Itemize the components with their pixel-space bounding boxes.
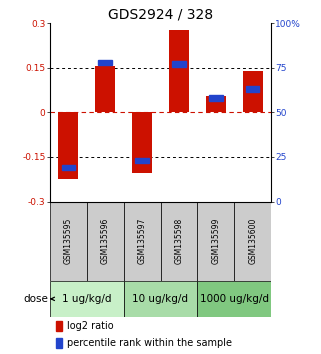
- Bar: [50, 202, 87, 281]
- Bar: [234, 202, 271, 281]
- Bar: [62, 165, 75, 170]
- Bar: [209, 95, 222, 101]
- Text: GSM135600: GSM135600: [248, 218, 257, 264]
- Bar: [197, 202, 234, 281]
- Text: percentile rank within the sample: percentile rank within the sample: [67, 338, 232, 348]
- Text: 10 ug/kg/d: 10 ug/kg/d: [133, 294, 188, 304]
- Text: dose: dose: [23, 294, 48, 304]
- Text: GSM135599: GSM135599: [211, 218, 221, 264]
- Text: GSM135596: GSM135596: [100, 218, 110, 264]
- Bar: [197, 281, 271, 317]
- Bar: [169, 30, 189, 112]
- Text: GSM135595: GSM135595: [64, 218, 73, 264]
- Bar: [99, 59, 112, 65]
- Bar: [124, 281, 197, 317]
- Bar: [124, 202, 160, 281]
- Bar: [160, 202, 197, 281]
- Bar: [56, 338, 62, 348]
- Bar: [50, 281, 124, 317]
- Bar: [58, 112, 78, 179]
- Bar: [132, 112, 152, 173]
- Bar: [56, 321, 62, 331]
- Title: GDS2924 / 328: GDS2924 / 328: [108, 8, 213, 22]
- Text: 1000 ug/kg/d: 1000 ug/kg/d: [200, 294, 269, 304]
- Text: GSM135598: GSM135598: [174, 218, 184, 264]
- Bar: [87, 202, 124, 281]
- Bar: [243, 71, 263, 112]
- Bar: [246, 86, 259, 92]
- Text: log2 ratio: log2 ratio: [67, 321, 114, 331]
- Bar: [206, 96, 226, 112]
- Text: 1 ug/kg/d: 1 ug/kg/d: [62, 294, 111, 304]
- Bar: [135, 158, 149, 163]
- Bar: [95, 66, 115, 112]
- Text: GSM135597: GSM135597: [137, 218, 147, 264]
- Bar: [172, 61, 186, 67]
